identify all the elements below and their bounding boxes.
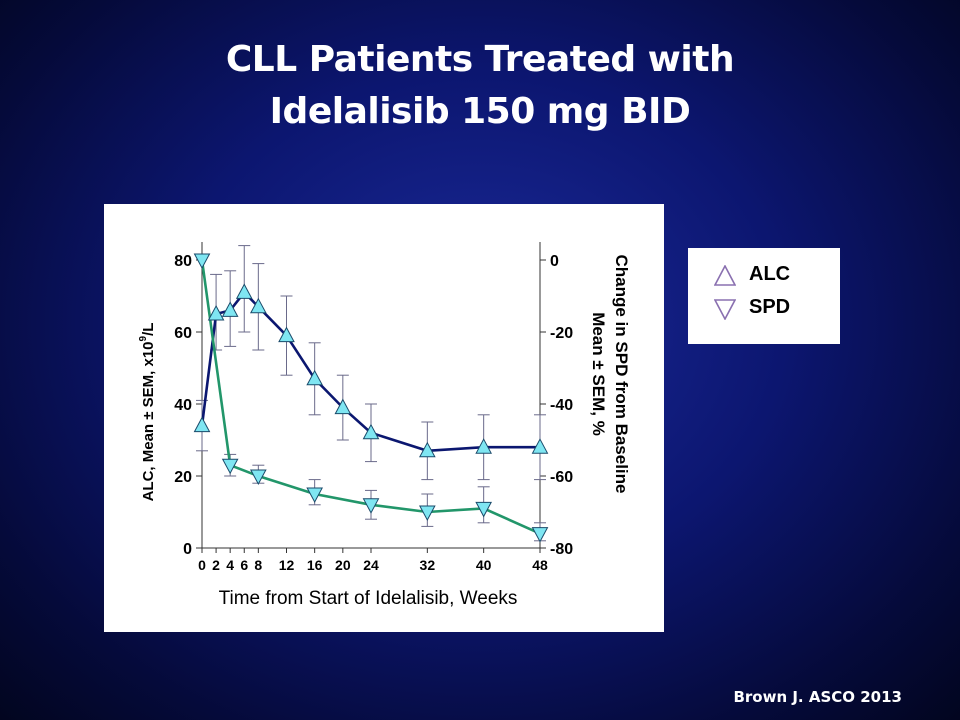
y-axis-right-label-line1: Change in SPD from Baseline: [612, 255, 631, 494]
y-right-tick-label: 0: [550, 253, 559, 270]
y-axis-left-label-suffix: /L: [140, 323, 157, 336]
slide-title: CLL Patients Treated with Idelalisib 150…: [0, 34, 960, 138]
y-left-tick-label: 20: [174, 469, 192, 486]
data-point-spd: [193, 253, 211, 270]
data-point-spd: [249, 469, 267, 486]
data-point-spd: [221, 458, 239, 475]
y-right-tick-label: -60: [550, 469, 573, 486]
data-point-alc: [207, 304, 225, 321]
triangle-down-outline-icon: [714, 299, 736, 320]
legend: ALC SPD: [688, 248, 840, 344]
x-tick-label: 2: [212, 557, 220, 573]
series-line-spd: [200, 259, 541, 535]
data-point-alc: [278, 326, 295, 343]
data-point-spd: [531, 527, 549, 543]
x-tick-label: 12: [279, 557, 295, 573]
triangle-up-outline-icon: [714, 265, 736, 286]
chart-panel: 0 20 40 60 80 0 -20 -40 -60 -80 0 2 4 6 8 12 16 20 24 32 40 4…: [104, 204, 664, 632]
legend-label-spd: SPD: [749, 296, 791, 318]
x-tick-label: 20: [335, 557, 351, 573]
data-point-spd: [362, 498, 380, 514]
data-point-alc: [418, 441, 436, 458]
title-line-2: Idelalisib 150 mg BID: [269, 91, 691, 132]
y-axis-left-label: ALC, Mean ± SEM, x109/L: [138, 323, 157, 502]
data-point-spd: [418, 505, 436, 522]
x-tick-label: 32: [420, 557, 436, 573]
legend-item-alc: ALC: [688, 261, 840, 291]
data-point-spd: [475, 501, 493, 518]
x-tick-label: 0: [198, 557, 206, 573]
data-point-alc: [531, 438, 549, 454]
x-tick-label: 16: [307, 557, 323, 573]
error-bar-layer: [196, 245, 546, 542]
y-right-tick-label: -40: [550, 397, 573, 414]
y-axis-left-label-main: ALC, Mean ± SEM, x10: [140, 341, 157, 501]
x-axis-label: Time from Start of Idelalisib, Weeks: [219, 588, 518, 609]
data-point-alc: [306, 369, 324, 386]
y-left-tick-label: 0: [183, 541, 192, 558]
legend-label-alc: ALC: [749, 263, 791, 285]
x-tick-label: 6: [240, 557, 248, 573]
data-point-alc: [334, 398, 352, 415]
data-point-spd: [306, 487, 324, 504]
x-tick-label: 24: [363, 557, 379, 573]
y-left-tick-label: 80: [174, 253, 192, 270]
x-tick-label: 40: [476, 557, 492, 573]
data-point-alc: [193, 416, 211, 433]
data-point-alc: [475, 438, 493, 454]
x-tick-label: 48: [532, 557, 548, 573]
citation: Brown J. ASCO 2013: [733, 688, 902, 706]
data-point-alc: [362, 423, 380, 440]
data-point-alc: [235, 283, 253, 299]
y-right-tick-label: -20: [550, 325, 573, 342]
x-tick-label: 4: [226, 557, 234, 573]
y-left-tick-label: 40: [174, 397, 192, 414]
x-tick-label: 8: [254, 557, 262, 573]
data-point-alc: [221, 301, 239, 317]
y-axis-right-label-line2: Mean ± SEM, %: [589, 312, 608, 436]
y-right-tick-label: -80: [550, 541, 573, 558]
y-axis-left-label-sup: 9: [138, 335, 149, 341]
y-left-tick-label: 60: [174, 325, 192, 342]
legend-item-spd: SPD: [688, 294, 840, 324]
marker-layer: [193, 253, 549, 543]
title-line-1: CLL Patients Treated with: [225, 39, 735, 80]
data-point-alc: [249, 297, 267, 314]
